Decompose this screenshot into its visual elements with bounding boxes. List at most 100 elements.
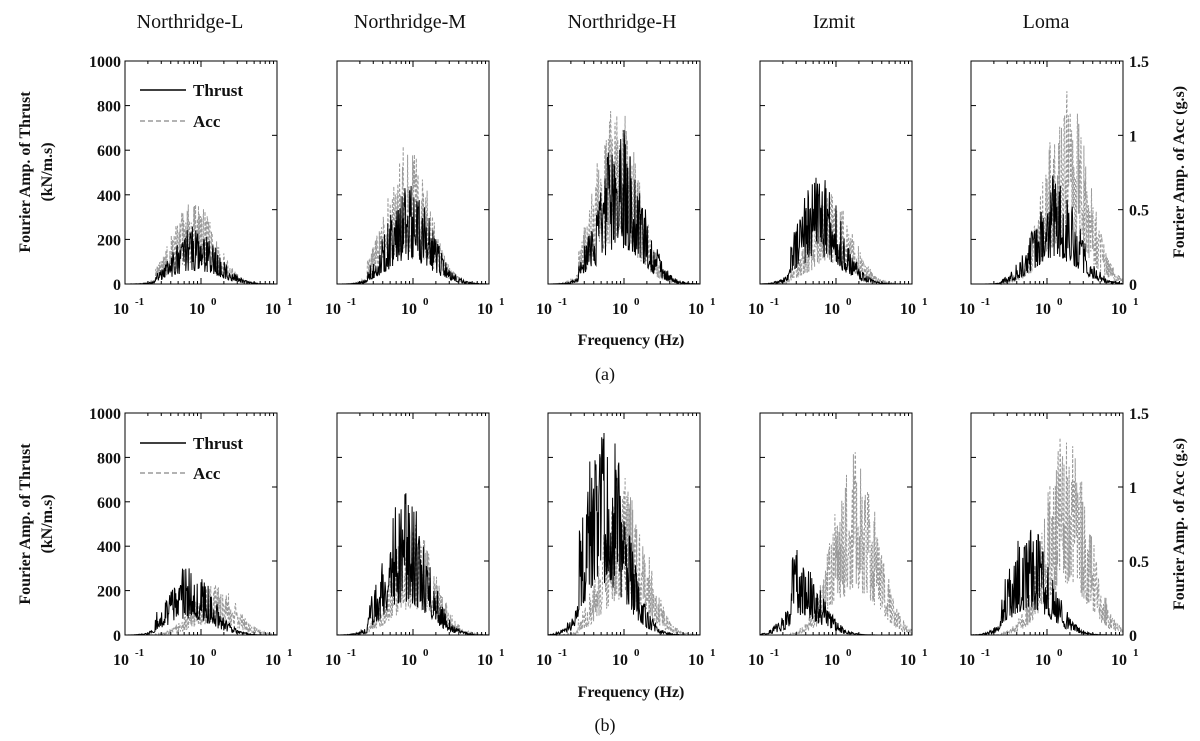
right-tick-label: 0.5 xyxy=(1129,554,1149,571)
x-tick-exponent: 1 xyxy=(922,296,928,308)
subplot-title: Loma xyxy=(1023,11,1070,33)
left-axis-label-a2: (kN/m.s) xyxy=(39,142,56,201)
x-tick-exponent: 0 xyxy=(211,647,217,659)
x-tick-exponent: 1 xyxy=(499,296,505,308)
x-tick-exponent: -1 xyxy=(135,647,144,659)
left-axis-label-a1: Fourier Amp. of Thrust xyxy=(17,91,34,253)
subplot: 10 -1 10 0 10 1 xyxy=(748,412,928,669)
x-tick-exponent: 1 xyxy=(1133,296,1139,308)
x-tick-exponent: 1 xyxy=(710,296,716,308)
subplot-title: Northridge-H xyxy=(568,11,677,33)
x-tick-exponent: 1 xyxy=(922,647,928,659)
x-tick-exponent: 0 xyxy=(211,296,217,308)
x-tick-label: 10 xyxy=(959,652,975,669)
y-tick-label: 0 xyxy=(113,628,121,645)
subplot: 10 -1 10 0 10 100.511.5 xyxy=(959,406,1149,669)
y-tick-label: 800 xyxy=(97,99,121,116)
x-tick-label: 10 xyxy=(401,652,417,669)
subplot: 10 -1 10 0 10 1 xyxy=(325,412,505,669)
x-tick-exponent: 0 xyxy=(634,647,640,659)
x-tick-label: 10 xyxy=(688,301,704,318)
y-tick-label: 400 xyxy=(97,539,121,556)
x-tick-label: 10 xyxy=(325,301,341,318)
subplot-title: Northridge-M xyxy=(354,11,466,33)
right-tick-label: 0.5 xyxy=(1129,203,1149,220)
x-tick-label: 10 xyxy=(612,652,628,669)
right-tick-label: 1.5 xyxy=(1129,406,1149,423)
x-tick-label: 10 xyxy=(536,301,552,318)
x-tick-exponent: 0 xyxy=(634,296,640,308)
y-tick-label: 400 xyxy=(97,188,121,205)
x-tick-exponent: -1 xyxy=(347,647,356,659)
x-tick-exponent: 1 xyxy=(287,296,293,308)
x-tick-exponent: 1 xyxy=(710,647,716,659)
y-tick-label: 800 xyxy=(97,450,121,467)
thrust-series-line xyxy=(971,175,1124,286)
x-tick-exponent: 0 xyxy=(846,647,852,659)
x-tick-label: 10 xyxy=(959,301,975,318)
x-tick-exponent: 1 xyxy=(287,647,293,659)
x-tick-exponent: -1 xyxy=(135,296,144,308)
x-tick-exponent: -1 xyxy=(558,296,567,308)
caption-a: (a) xyxy=(595,364,615,385)
left-axis-label-b2: (kN/m.s) xyxy=(39,494,56,553)
y-tick-label: 200 xyxy=(97,584,121,601)
subplot: 10 -1 10 0 10 1 xyxy=(536,412,716,669)
thrust-series-line xyxy=(337,493,490,636)
x-tick-exponent: 0 xyxy=(846,296,852,308)
x-tick-exponent: -1 xyxy=(558,647,567,659)
legend-thrust-label: Thrust xyxy=(193,434,243,453)
x-tick-label: 10 xyxy=(265,301,281,318)
x-tick-label: 10 xyxy=(900,301,916,318)
x-tick-exponent: -1 xyxy=(770,296,779,308)
x-tick-label: 10 xyxy=(113,301,129,318)
x-tick-exponent: -1 xyxy=(981,647,990,659)
x-tick-label: 10 xyxy=(688,652,704,669)
y-tick-label: 600 xyxy=(97,495,121,512)
x-tick-label: 10 xyxy=(265,652,281,669)
acc-series-line xyxy=(760,452,913,636)
right-tick-label: 0 xyxy=(1129,277,1137,294)
x-tick-label: 10 xyxy=(113,652,129,669)
subplot-title: Northridge-L xyxy=(137,11,244,33)
thrust-series-line xyxy=(547,432,700,637)
x-tick-label: 10 xyxy=(1035,652,1051,669)
subplot: 10 -1 10 0 10 1 xyxy=(325,60,505,318)
subplot: 10 -1 10 0 10 1 xyxy=(536,60,716,318)
legend-thrust-label: Thrust xyxy=(193,81,243,100)
x-tick-exponent: -1 xyxy=(981,296,990,308)
x-tick-label: 10 xyxy=(1111,301,1127,318)
right-tick-label: 1.5 xyxy=(1129,54,1149,71)
x-axis-label-b: Frequency (Hz) xyxy=(578,684,685,701)
x-tick-exponent: 1 xyxy=(1133,647,1139,659)
subplot-titles: Northridge-L Northridge-M Northridge-H Izmi… xyxy=(137,11,1070,33)
y-tick-label: 0 xyxy=(113,277,121,294)
x-tick-exponent: 1 xyxy=(499,647,505,659)
x-tick-exponent: -1 xyxy=(770,647,779,659)
right-tick-label: 1 xyxy=(1129,480,1137,497)
thrust-series-line xyxy=(337,185,489,285)
acc-series-line xyxy=(125,204,277,285)
x-tick-label: 10 xyxy=(748,652,764,669)
x-axis-label-a: Frequency (Hz) xyxy=(578,332,685,349)
x-tick-exponent: 0 xyxy=(1057,296,1063,308)
right-axis-label-a: Fourier Amp. of Acc (g.s) xyxy=(1171,86,1188,258)
x-tick-label: 10 xyxy=(1035,301,1051,318)
legend-acc-label: Acc xyxy=(193,112,221,131)
x-tick-exponent: 0 xyxy=(423,296,429,308)
legend-b: Thrust Acc xyxy=(140,434,243,483)
x-tick-exponent: 0 xyxy=(1057,647,1063,659)
right-axis-label-b: Fourier Amp. of Acc (g.s) xyxy=(1171,438,1188,610)
subplot: 10 -1 10 0 10 1 xyxy=(748,60,928,318)
x-tick-label: 10 xyxy=(536,652,552,669)
x-tick-label: 10 xyxy=(189,652,205,669)
subplot: 10 -1 10 0 10 100.511.5 xyxy=(959,54,1149,318)
thrust-series-line xyxy=(759,177,912,285)
x-tick-label: 10 xyxy=(1111,652,1127,669)
y-tick-label: 1000 xyxy=(89,406,121,423)
left-axis-label-b1: Fourier Amp. of Thrust xyxy=(17,443,34,605)
